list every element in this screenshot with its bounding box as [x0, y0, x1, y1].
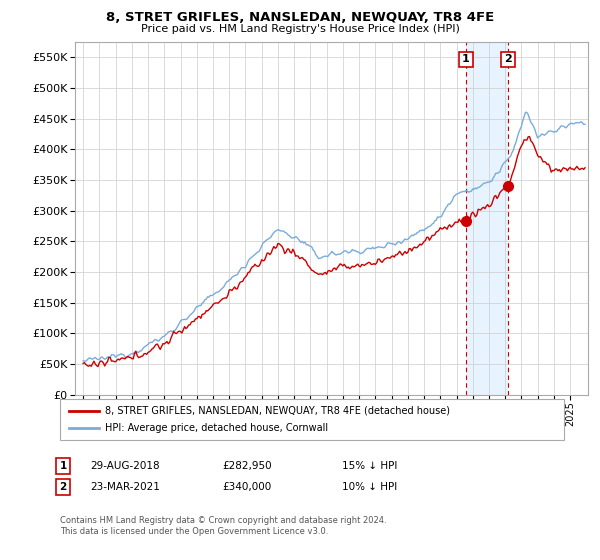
Text: 2: 2 [59, 482, 67, 492]
Text: 10% ↓ HPI: 10% ↓ HPI [342, 482, 397, 492]
Text: £282,950: £282,950 [222, 461, 272, 471]
Text: 29-AUG-2018: 29-AUG-2018 [90, 461, 160, 471]
Text: HPI: Average price, detached house, Cornwall: HPI: Average price, detached house, Corn… [105, 423, 328, 433]
Text: £340,000: £340,000 [222, 482, 271, 492]
Bar [466, 42, 508, 395]
Text: 1: 1 [462, 54, 470, 64]
Text: Price paid vs. HM Land Registry's House Price Index (HPI): Price paid vs. HM Land Registry's House … [140, 24, 460, 34]
Text: 8, STRET GRIFLES, NANSLEDAN, NEWQUAY, TR8 4FE (detached house): 8, STRET GRIFLES, NANSLEDAN, NEWQUAY, TR… [105, 405, 450, 416]
Text: Contains HM Land Registry data © Crown copyright and database right 2024.
This d: Contains HM Land Registry data © Crown c… [60, 516, 386, 536]
Text: 23-MAR-2021: 23-MAR-2021 [90, 482, 160, 492]
Text: 2: 2 [504, 54, 512, 64]
Text: 1: 1 [59, 461, 67, 471]
Text: 15% ↓ HPI: 15% ↓ HPI [342, 461, 397, 471]
Text: 8, STRET GRIFLES, NANSLEDAN, NEWQUAY, TR8 4FE: 8, STRET GRIFLES, NANSLEDAN, NEWQUAY, TR… [106, 11, 494, 24]
